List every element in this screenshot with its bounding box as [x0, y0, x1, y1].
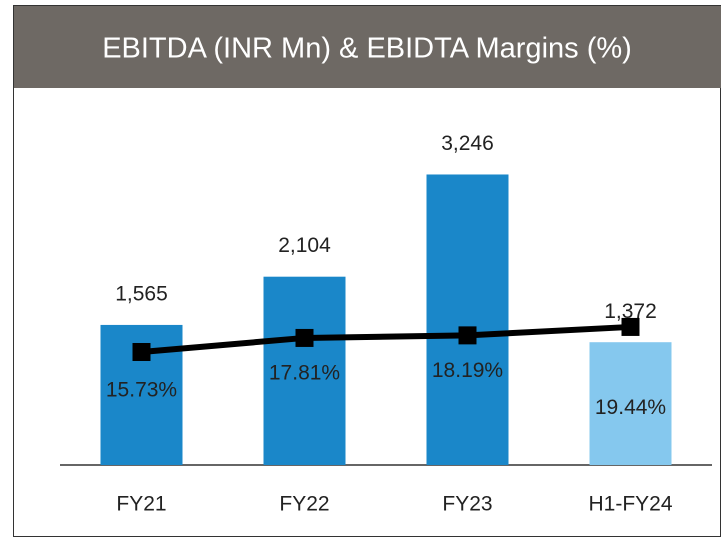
x-tick-label: FY22 — [279, 493, 329, 516]
margin-marker — [458, 326, 477, 345]
margin-label: 18.19% — [432, 359, 503, 382]
bar-value-label: 3,246 — [441, 132, 494, 155]
x-tick-label: FY23 — [442, 493, 492, 516]
bar-value-label: 1,372 — [604, 300, 657, 323]
margin-label: 15.73% — [106, 378, 177, 401]
margin-marker — [621, 317, 640, 336]
margin-marker — [295, 328, 314, 347]
bar-value-label: 2,104 — [278, 234, 331, 257]
x-tick-label: H1-FY24 — [588, 493, 672, 516]
bar — [263, 276, 346, 465]
bar-value-label: 1,565 — [115, 282, 168, 305]
margin-label: 17.81% — [269, 361, 340, 384]
bar — [589, 342, 672, 465]
x-tick-label: FY21 — [116, 493, 166, 516]
title-band — [14, 6, 721, 88]
margin-line — [141, 323, 631, 355]
margin-label: 19.44% — [595, 396, 666, 419]
margin-marker — [132, 342, 151, 361]
bar — [426, 174, 509, 465]
chart-title: EBITDA (INR Mn) & EBIDTA Margins (%) — [102, 33, 632, 65]
